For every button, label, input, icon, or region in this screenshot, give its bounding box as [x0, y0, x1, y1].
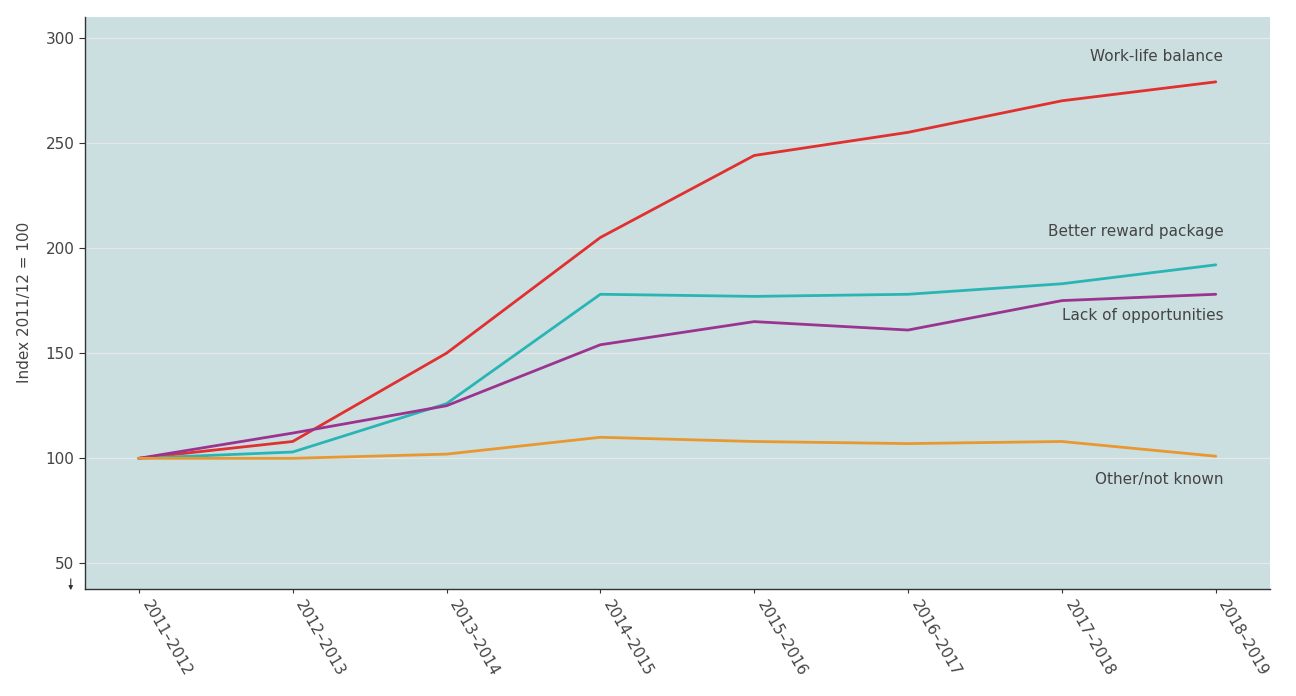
Text: Work-life balance: Work-life balance	[1090, 49, 1223, 64]
Text: Better reward package: Better reward package	[1047, 223, 1223, 239]
Y-axis label: Index 2011/12 = 100: Index 2011/12 = 100	[17, 222, 31, 383]
Text: Other/not known: Other/not known	[1095, 472, 1223, 487]
Text: Lack of opportunities: Lack of opportunities	[1061, 308, 1223, 323]
